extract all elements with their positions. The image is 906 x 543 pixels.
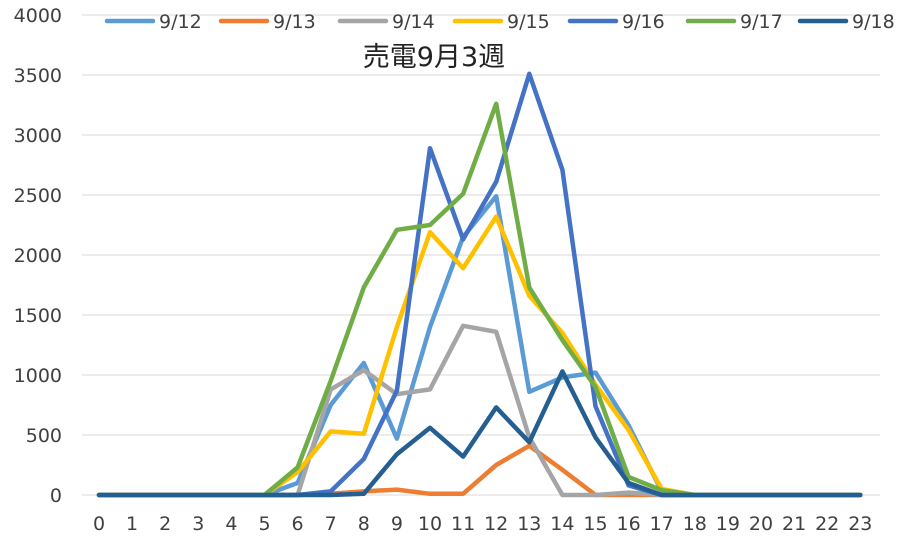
legend-label: 9/12 <box>159 11 202 33</box>
y-tick-label: 3000 <box>14 125 62 147</box>
y-tick-label: 500 <box>26 425 62 447</box>
x-tick-label: 11 <box>451 513 475 535</box>
series-line-9-18 <box>96 369 863 498</box>
x-tick-label: 19 <box>716 513 740 535</box>
y-tick-label: 4000 <box>14 5 62 27</box>
legend-label: 9/17 <box>740 11 783 33</box>
x-tick-label: 17 <box>650 513 674 535</box>
x-tick-label: 18 <box>683 513 707 535</box>
x-tick-label: 2 <box>159 513 171 535</box>
x-tick-label: 8 <box>358 513 370 535</box>
x-tick-label: 16 <box>617 513 641 535</box>
gridlines <box>82 14 880 436</box>
x-tick-label: 3 <box>192 513 204 535</box>
x-tick-label: 10 <box>418 513 442 535</box>
legend: 9/12 9/13 9/14 9/15 9/16 9/17 9/18 <box>104 11 895 33</box>
x-tick-label: 4 <box>225 513 237 535</box>
y-tick-label: 2000 <box>14 245 62 267</box>
x-tick-label: 13 <box>517 513 541 535</box>
y-tick-label: 1500 <box>14 305 62 327</box>
x-tick-label: 22 <box>815 513 839 535</box>
x-tick-label: 9 <box>391 513 403 535</box>
y-tick-label: 1000 <box>14 365 62 387</box>
y-tick-label: 3500 <box>14 65 62 87</box>
legend-label: 9/14 <box>392 11 435 33</box>
x-tick-label: 5 <box>258 513 270 535</box>
x-tick-label: 14 <box>550 513 574 535</box>
x-tick-label: 23 <box>848 513 872 535</box>
x-tick-label: 7 <box>325 513 337 535</box>
legend-label: 9/16 <box>622 11 665 33</box>
y-tick-label: 2500 <box>14 185 62 207</box>
chart-title: 売電9月3週 <box>363 42 505 73</box>
legend-label: 9/15 <box>507 11 550 33</box>
x-tick-label: 12 <box>484 513 508 535</box>
legend-label: 9/18 <box>852 11 895 33</box>
x-tick-label: 21 <box>782 513 806 535</box>
legend-label: 9/13 <box>273 11 316 33</box>
x-tick-label: 20 <box>749 513 773 535</box>
series-lines <box>96 71 863 498</box>
x-tick-label: 1 <box>126 513 138 535</box>
x-tick-label: 15 <box>583 513 607 535</box>
y-tick-label: 0 <box>50 485 62 507</box>
x-tick-label: 6 <box>292 513 304 535</box>
x-tick-label: 0 <box>93 513 105 535</box>
